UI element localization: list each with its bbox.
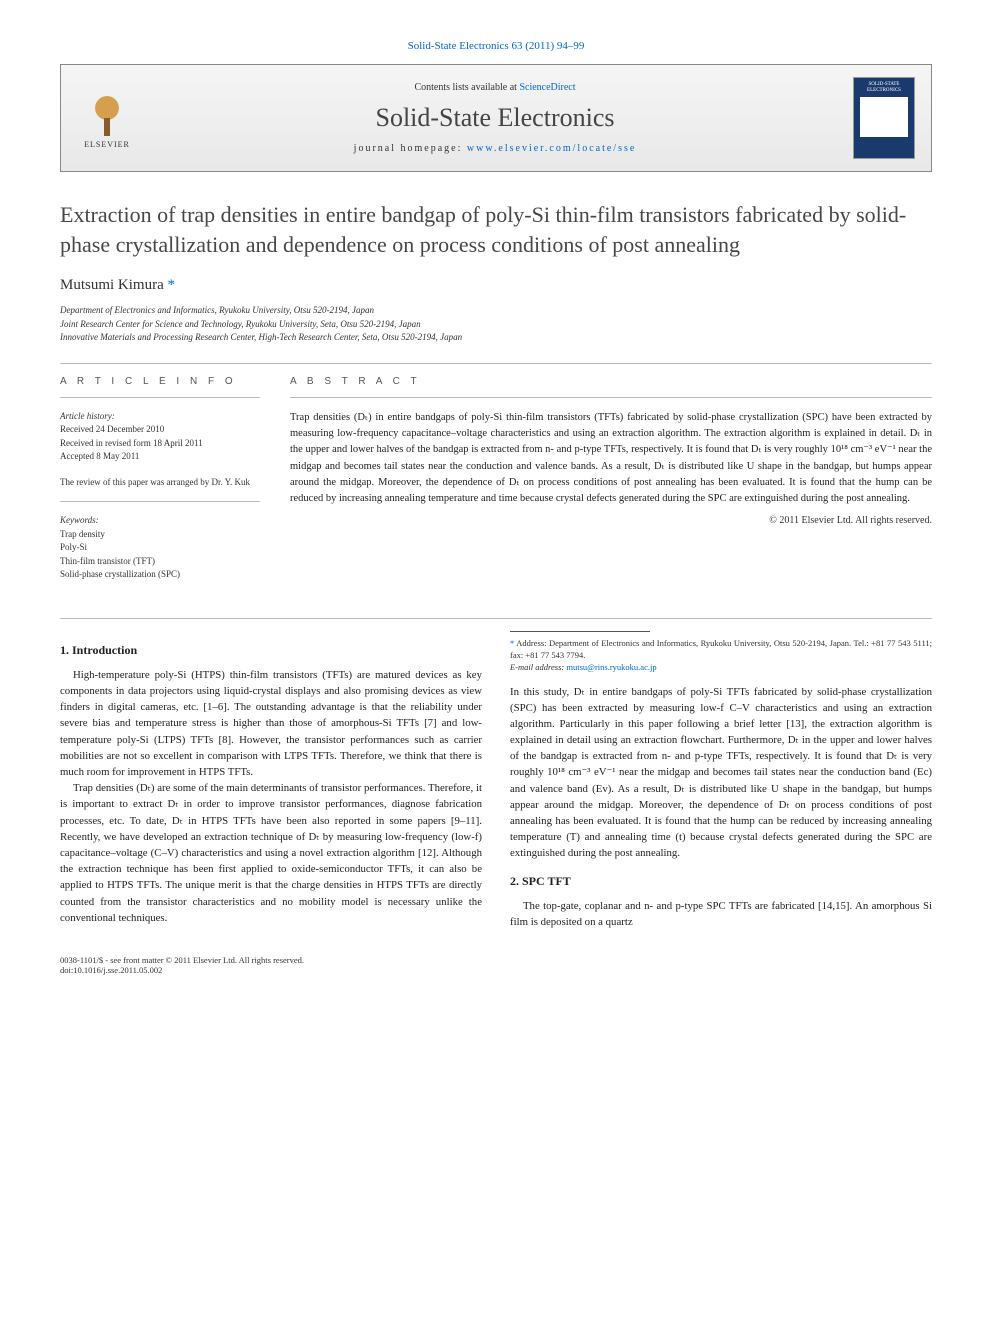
contents-prefix: Contents lists available at (414, 82, 519, 93)
keyword: Solid-phase crystallization (SPC) (60, 568, 260, 582)
affiliation: Joint Research Center for Science and Te… (60, 318, 932, 332)
cover-thumb-title: SOLID-STATE ELECTRONICS (858, 82, 910, 93)
homepage-line: journal homepage: www.elsevier.com/locat… (137, 143, 853, 154)
elsevier-tree-icon (82, 88, 132, 138)
footnote-address: Address: Department of Electronics and I… (510, 638, 932, 660)
divider (60, 363, 932, 364)
affiliations: Department of Electronics and Informatic… (60, 304, 932, 345)
keyword: Thin-film transistor (TFT) (60, 555, 260, 569)
header-center: Contents lists available at ScienceDirec… (137, 82, 853, 154)
paragraph: In this study, Dₜ in entire bandgaps of … (510, 684, 932, 862)
sciencedirect-link[interactable]: ScienceDirect (519, 82, 575, 93)
homepage-prefix: journal homepage: (354, 143, 467, 154)
paragraph: High-temperature poly-Si (HTPS) thin-fil… (60, 667, 482, 780)
review-note: The review of this paper was arranged by… (60, 476, 260, 490)
abstract-column: A B S T R A C T Trap densities (Dₜ) in e… (290, 376, 932, 594)
article-title: Extraction of trap densities in entire b… (60, 200, 932, 259)
keywords-header: Keywords: (60, 514, 260, 528)
divider (60, 397, 260, 398)
info-abstract-row: A R T I C L E I N F O Article history: R… (60, 376, 932, 594)
journal-cover-thumb: SOLID-STATE ELECTRONICS (853, 77, 915, 159)
history-header: Article history: (60, 410, 260, 424)
paragraph: Trap densities (Dₜ) are some of the main… (60, 780, 482, 926)
contents-line: Contents lists available at ScienceDirec… (137, 82, 853, 93)
journal-header-box: ELSEVIER Contents lists available at Sci… (60, 64, 932, 172)
history-item: Received in revised form 18 April 2011 (60, 437, 260, 451)
author-corr-mark[interactable]: * (168, 277, 176, 293)
info-label: A R T I C L E I N F O (60, 376, 260, 387)
history-item: Received 24 December 2010 (60, 423, 260, 437)
author-line: Mutsumi Kimura * (60, 277, 932, 294)
elsevier-logo: ELSEVIER (77, 83, 137, 153)
footer-front-matter: 0038-1101/$ - see front matter © 2011 El… (60, 955, 304, 965)
elsevier-label: ELSEVIER (84, 140, 130, 149)
author-name: Mutsumi Kimura (60, 277, 164, 293)
footer-doi: doi:10.1016/j.sse.2011.05.002 (60, 965, 304, 975)
abstract-copyright: © 2011 Elsevier Ltd. All rights reserved… (290, 515, 932, 526)
keywords-block: Keywords: Trap density Poly-Si Thin-film… (60, 514, 260, 582)
journal-reference: Solid-State Electronics 63 (2011) 94–99 (60, 40, 932, 52)
keyword: Trap density (60, 528, 260, 542)
footnote-mark: * (510, 638, 514, 648)
footnote-email-label: E-mail address: (510, 662, 564, 672)
affiliation: Innovative Materials and Processing Rese… (60, 331, 932, 345)
body-two-column: 1. Introduction High-temperature poly-Si… (60, 631, 932, 935)
cover-thumb-image (860, 97, 908, 137)
homepage-link[interactable]: www.elsevier.com/locate/sse (467, 143, 636, 154)
page-footer: 0038-1101/$ - see front matter © 2011 El… (60, 955, 932, 975)
journal-title: Solid-State Electronics (137, 103, 853, 133)
footer-left: 0038-1101/$ - see front matter © 2011 El… (60, 955, 304, 975)
divider (60, 618, 932, 619)
corresponding-footnote: * Address: Department of Electronics and… (510, 638, 932, 674)
divider (290, 397, 932, 398)
journal-ref-link[interactable]: Solid-State Electronics 63 (2011) 94–99 (408, 40, 585, 52)
paragraph: The top-gate, coplanar and n- and p-type… (510, 898, 932, 930)
abstract-label: A B S T R A C T (290, 376, 932, 387)
keyword: Poly-Si (60, 541, 260, 555)
article-info-column: A R T I C L E I N F O Article history: R… (60, 376, 260, 594)
footnote-separator (510, 631, 650, 632)
history-item: Accepted 8 May 2011 (60, 450, 260, 464)
section-heading: 2. SPC TFT (510, 872, 932, 890)
article-history: Article history: Received 24 December 20… (60, 410, 260, 464)
affiliation: Department of Electronics and Informatic… (60, 304, 932, 318)
footnote-email-link[interactable]: mutsu@rins.ryukoku.ac.jp (566, 662, 656, 672)
divider (60, 501, 260, 502)
abstract-text: Trap densities (Dₜ) in entire bandgaps o… (290, 410, 932, 508)
section-heading: 1. Introduction (60, 641, 482, 659)
